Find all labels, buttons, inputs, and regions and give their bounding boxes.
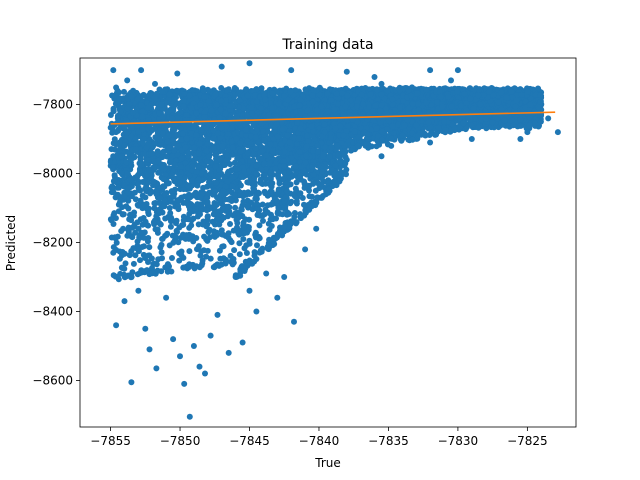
scatter-point (232, 204, 239, 211)
scatter-point (158, 249, 165, 256)
scatter-point-cloud (107, 84, 545, 283)
scatter-point (283, 85, 290, 92)
scatter-point (166, 205, 173, 211)
scatter-point (234, 224, 240, 231)
scatter-point (251, 249, 258, 256)
scatter-point (227, 252, 234, 259)
scatter-point (158, 241, 165, 248)
scatter-point (237, 272, 244, 279)
scatter-point (124, 232, 131, 239)
scatter-point (206, 234, 213, 241)
scatter-point (135, 202, 142, 209)
scatter-point (293, 200, 300, 207)
scatter-point (175, 239, 182, 246)
scatter-point (132, 252, 139, 259)
chart-title: Training data (281, 37, 373, 53)
scatter-point (164, 261, 171, 268)
scatter-point (325, 180, 332, 187)
scatter-point (218, 227, 225, 234)
scatter-point (259, 212, 266, 219)
scatter-point (112, 215, 119, 222)
scatter-point (139, 192, 146, 199)
scatter-point (213, 229, 220, 236)
scatter-point (121, 88, 127, 95)
scatter-point (110, 244, 117, 251)
scatter-point (256, 222, 263, 229)
scatter-point (130, 260, 137, 267)
scatter-point (111, 136, 118, 143)
scatter-point (263, 176, 270, 182)
scatter-point (279, 211, 286, 218)
scatter-point (108, 217, 115, 224)
scatter-point (167, 210, 174, 217)
scatter-point (119, 211, 126, 218)
scatter-point (146, 244, 153, 251)
scatter-point (220, 243, 227, 250)
scatter-point (227, 221, 233, 227)
scatter-point (201, 233, 208, 240)
scatter-point (276, 180, 283, 187)
scatter-point (169, 152, 176, 159)
scatter-point (144, 238, 151, 245)
scatter-point (218, 85, 225, 91)
scatter-point (164, 268, 171, 275)
scatter-point (225, 230, 232, 237)
scatter-point (237, 182, 244, 189)
scatter-point (306, 193, 313, 200)
scatter-point (254, 242, 260, 249)
scatter-point (135, 225, 142, 232)
scatter-point (188, 222, 195, 229)
